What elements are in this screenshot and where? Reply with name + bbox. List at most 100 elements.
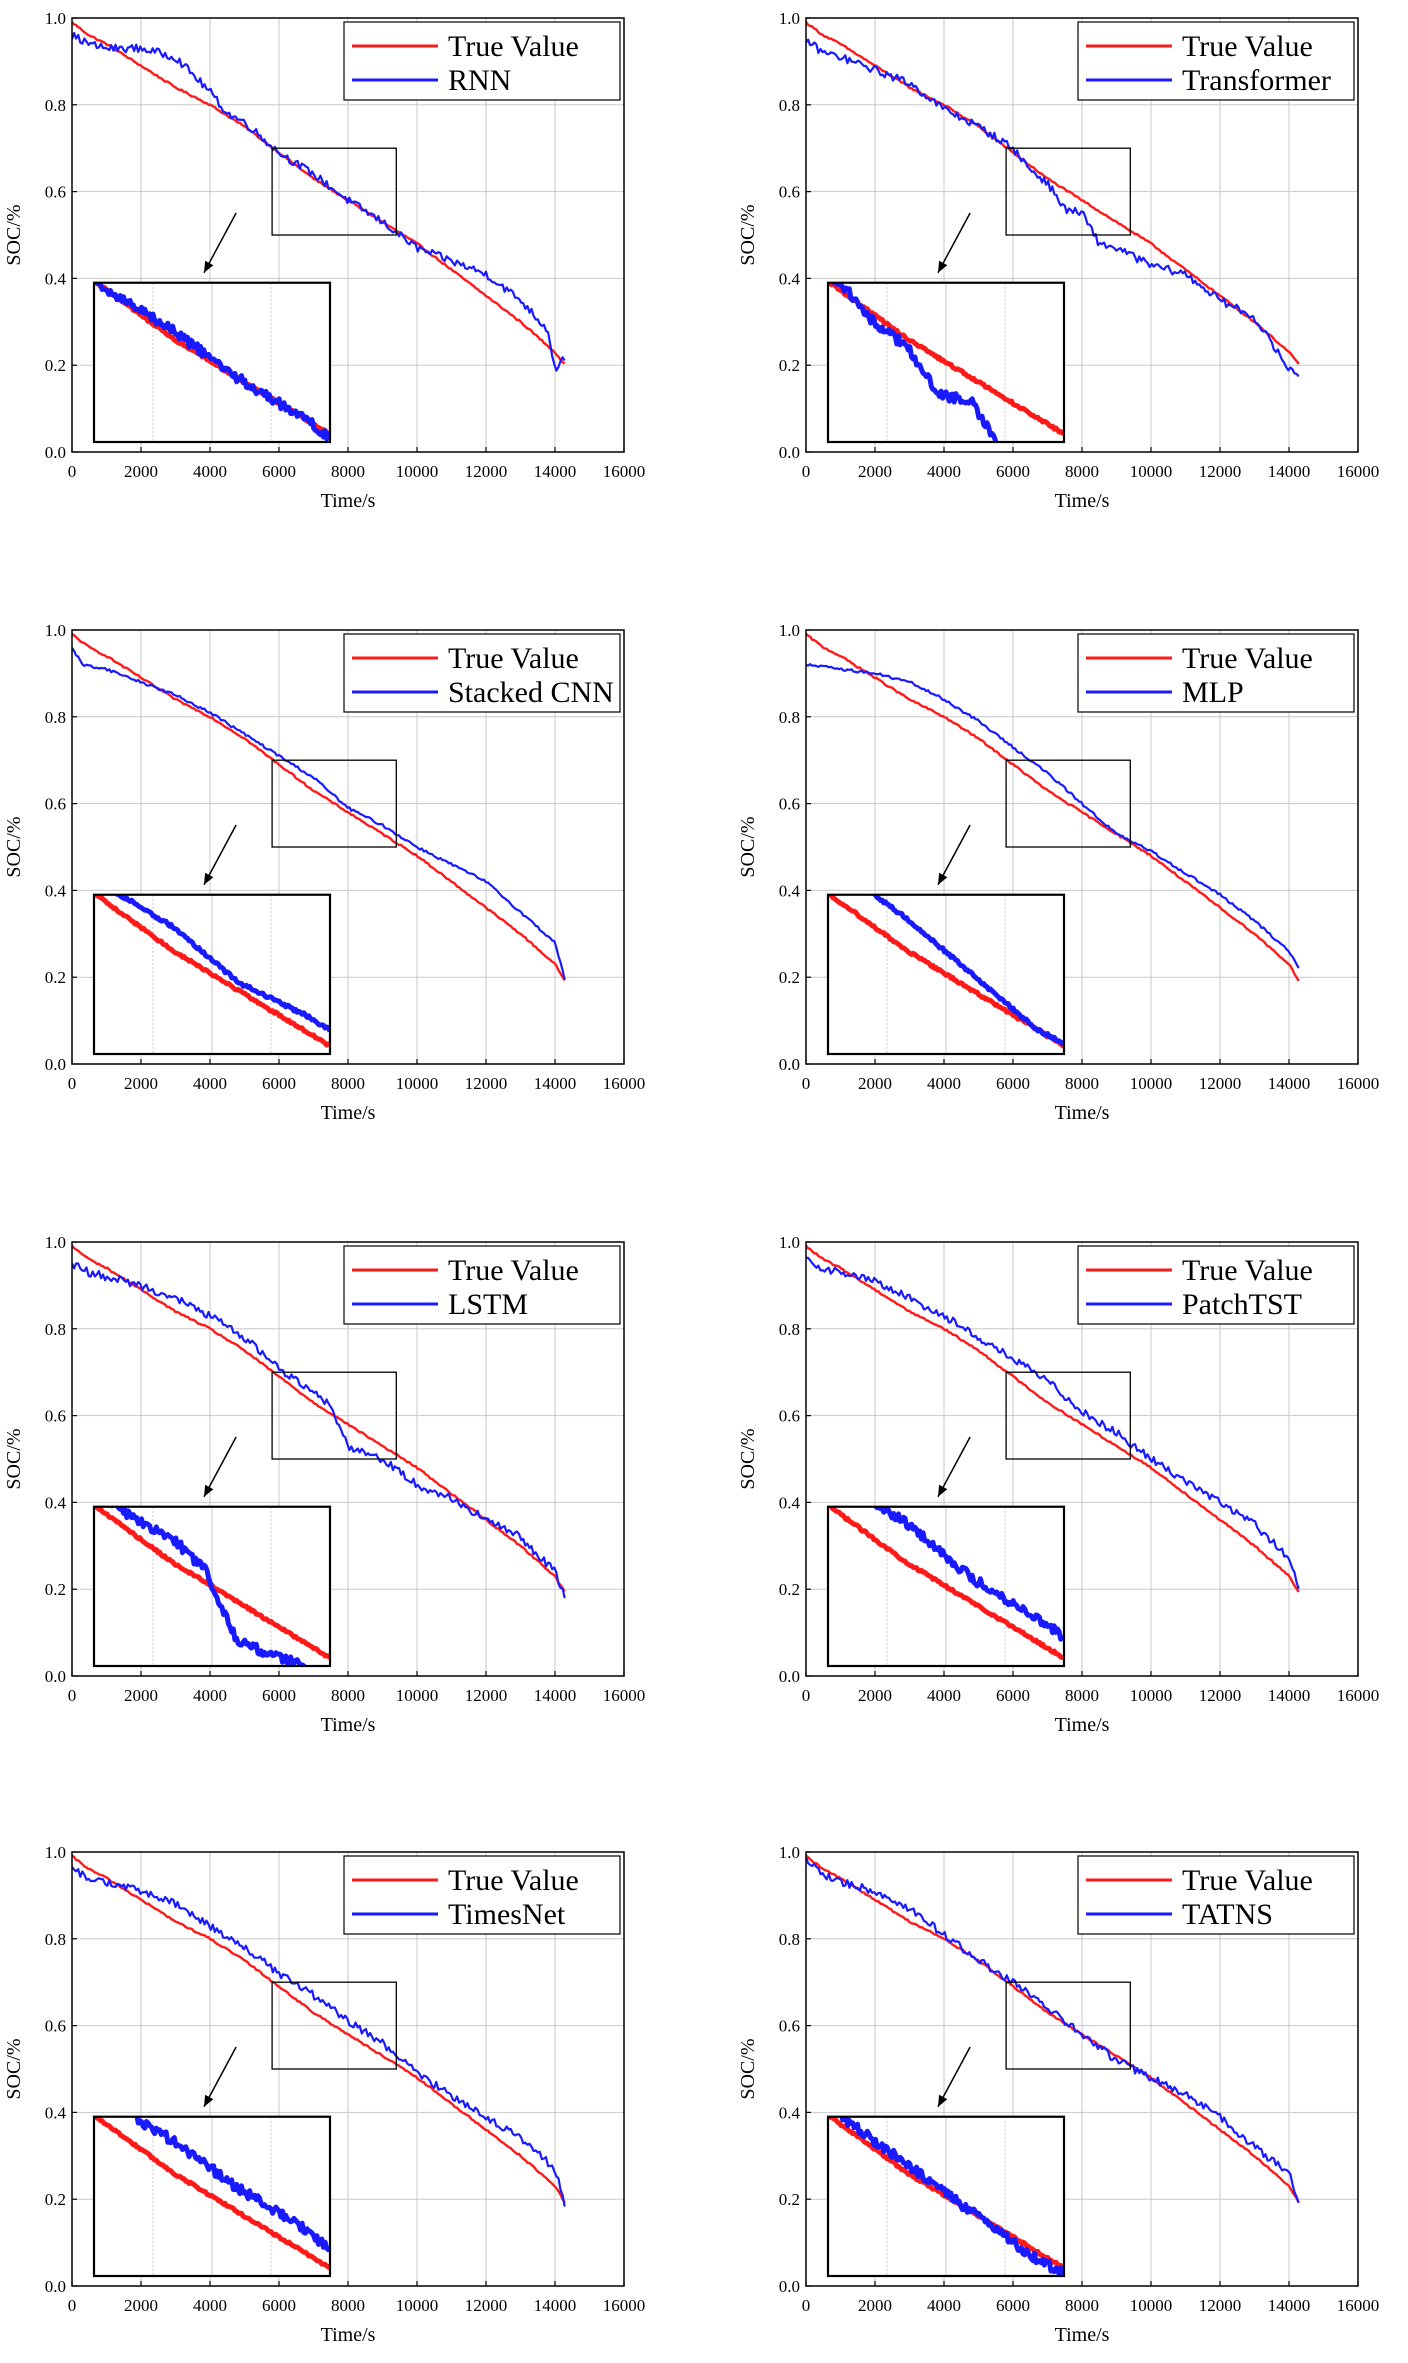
y-tick-label: 0.0 [45,1055,66,1074]
series-line-prediction [72,1262,566,1599]
y-tick-label: 0.8 [45,96,66,115]
inset-line-prediction [833,2116,1064,2276]
inset-series-group [828,894,1064,1049]
y-tick-label: 0.4 [779,269,801,288]
plot-frame [805,17,1359,453]
x-tick-label: 4000 [193,462,227,481]
inset-line-prediction [873,1506,1064,1642]
y-tick-label: 0.6 [779,1407,800,1426]
x-axis-label: Time/s [321,1102,376,1124]
y-tick-label: 1.0 [45,1233,66,1252]
chart-panel-7: 0 2000 4000 6000 8000 10000 12000 14000 16000 0.0… [3,1843,645,2346]
series-line-true-value [806,1244,1300,1593]
x-tick-label: 16000 [1337,2296,1380,2315]
x-tick-label: 10000 [1130,2296,1173,2315]
x-tick-label: 0 [802,1686,811,1705]
y-tick-label: 0.4 [45,881,67,900]
inset-frame [826,2115,1066,2278]
x-tick-label: 0 [68,462,77,481]
x-tick-label: 4000 [927,462,961,481]
x-tick-label: 0 [802,2296,811,2315]
series-line-prediction [806,38,1300,378]
x-tick-label: 12000 [1199,1686,1242,1705]
x-tick-label: 8000 [331,1074,365,1093]
x-tick-label: 2000 [124,1686,158,1705]
legend-label: MLP [1182,676,1244,709]
zoom-box [271,147,397,236]
zoom-arrow-head [938,1484,948,1497]
x-tick-label: 12000 [465,1686,508,1705]
series-group [806,21,1300,378]
legend-box [343,1855,621,1935]
x-tick-label: 16000 [603,462,646,481]
y-tick-label: 0.8 [45,1930,66,1949]
chart-panel-6: 0 2000 4000 6000 8000 10000 12000 14000 16000 0.0… [737,1233,1379,1736]
x-tick-label: 8000 [1065,1074,1099,1093]
y-tick-label: 0.4 [779,1493,801,1512]
y-axis-label: SOC/% [737,1428,759,1489]
zoom-arrow [937,2046,971,2108]
series-line-prediction [806,1856,1300,2203]
inset-line-prediction [831,282,999,442]
inset-frame [92,893,332,1056]
x-tick-label: 6000 [996,2296,1030,2315]
x-tick-label: 10000 [396,2296,439,2315]
y-tick-label: 0.0 [779,443,800,462]
y-tick-label: 1.0 [45,621,66,640]
inset-line-prediction [113,894,330,1033]
inset-line-prediction [125,2116,330,2253]
zoom-arrow-head [204,260,214,273]
chart-panel-4: 0 2000 4000 6000 8000 10000 12000 14000 16000 0.0… [737,621,1379,1124]
zoom-inset [826,2115,1066,2278]
inset-frame [826,1505,1066,1668]
legend-label: True Value [1182,642,1313,675]
x-tick-label: 2000 [858,1074,892,1093]
zoom-arrow-head [204,1484,214,1497]
series-group [806,632,1300,982]
y-axis-label: SOC/% [737,204,759,265]
y-axis-label: SOC/% [3,2038,25,2099]
inset-series-group [828,282,1064,442]
x-tick-label: 14000 [1268,1686,1311,1705]
zoom-inset [826,1505,1066,1668]
y-axis-label: SOC/% [737,2038,759,2099]
x-tick-label: 8000 [331,462,365,481]
x-tick-label: 6000 [996,1686,1030,1705]
x-tick-label: 8000 [331,2296,365,2315]
y-tick-label: 0.8 [779,708,800,727]
inset-line-prediction [868,894,1064,1046]
y-axis-label: SOC/% [3,1428,25,1489]
x-tick-label: 14000 [534,462,577,481]
y-tick-label: 1.0 [779,1233,800,1252]
x-tick-label: 14000 [1268,462,1311,481]
legend-label: True Value [448,1254,579,1287]
x-tick-label: 2000 [124,462,158,481]
y-tick-label: 0.6 [779,183,800,202]
chart-panel-1: 0 2000 4000 6000 8000 10000 12000 14000 16000 0.0… [3,9,645,512]
y-tick-label: 0.2 [779,2190,800,2209]
legend-label: True Value [1182,1864,1313,1897]
inset-frame [826,893,1066,1056]
legend-box [1077,21,1355,101]
series-line-true-value [72,21,566,365]
zoom-arrow-head [204,2094,214,2107]
inset-line-prediction [94,282,330,442]
x-axis-label: Time/s [321,1714,376,1736]
y-tick-label: 0.6 [45,1407,66,1426]
inset-line-true-value [94,2116,330,2271]
zoom-arrow [203,824,237,886]
x-tick-label: 12000 [1199,2296,1242,2315]
y-axis-label: SOC/% [3,816,25,877]
x-tick-label: 10000 [1130,462,1173,481]
zoom-inset [92,893,332,1056]
x-tick-label: 12000 [1199,462,1242,481]
y-tick-label: 0.2 [779,356,800,375]
x-tick-label: 16000 [1337,1074,1380,1093]
inset-line-true-value [94,894,330,1048]
plot-frame [805,629,1359,1065]
legend-label: True Value [448,642,579,675]
